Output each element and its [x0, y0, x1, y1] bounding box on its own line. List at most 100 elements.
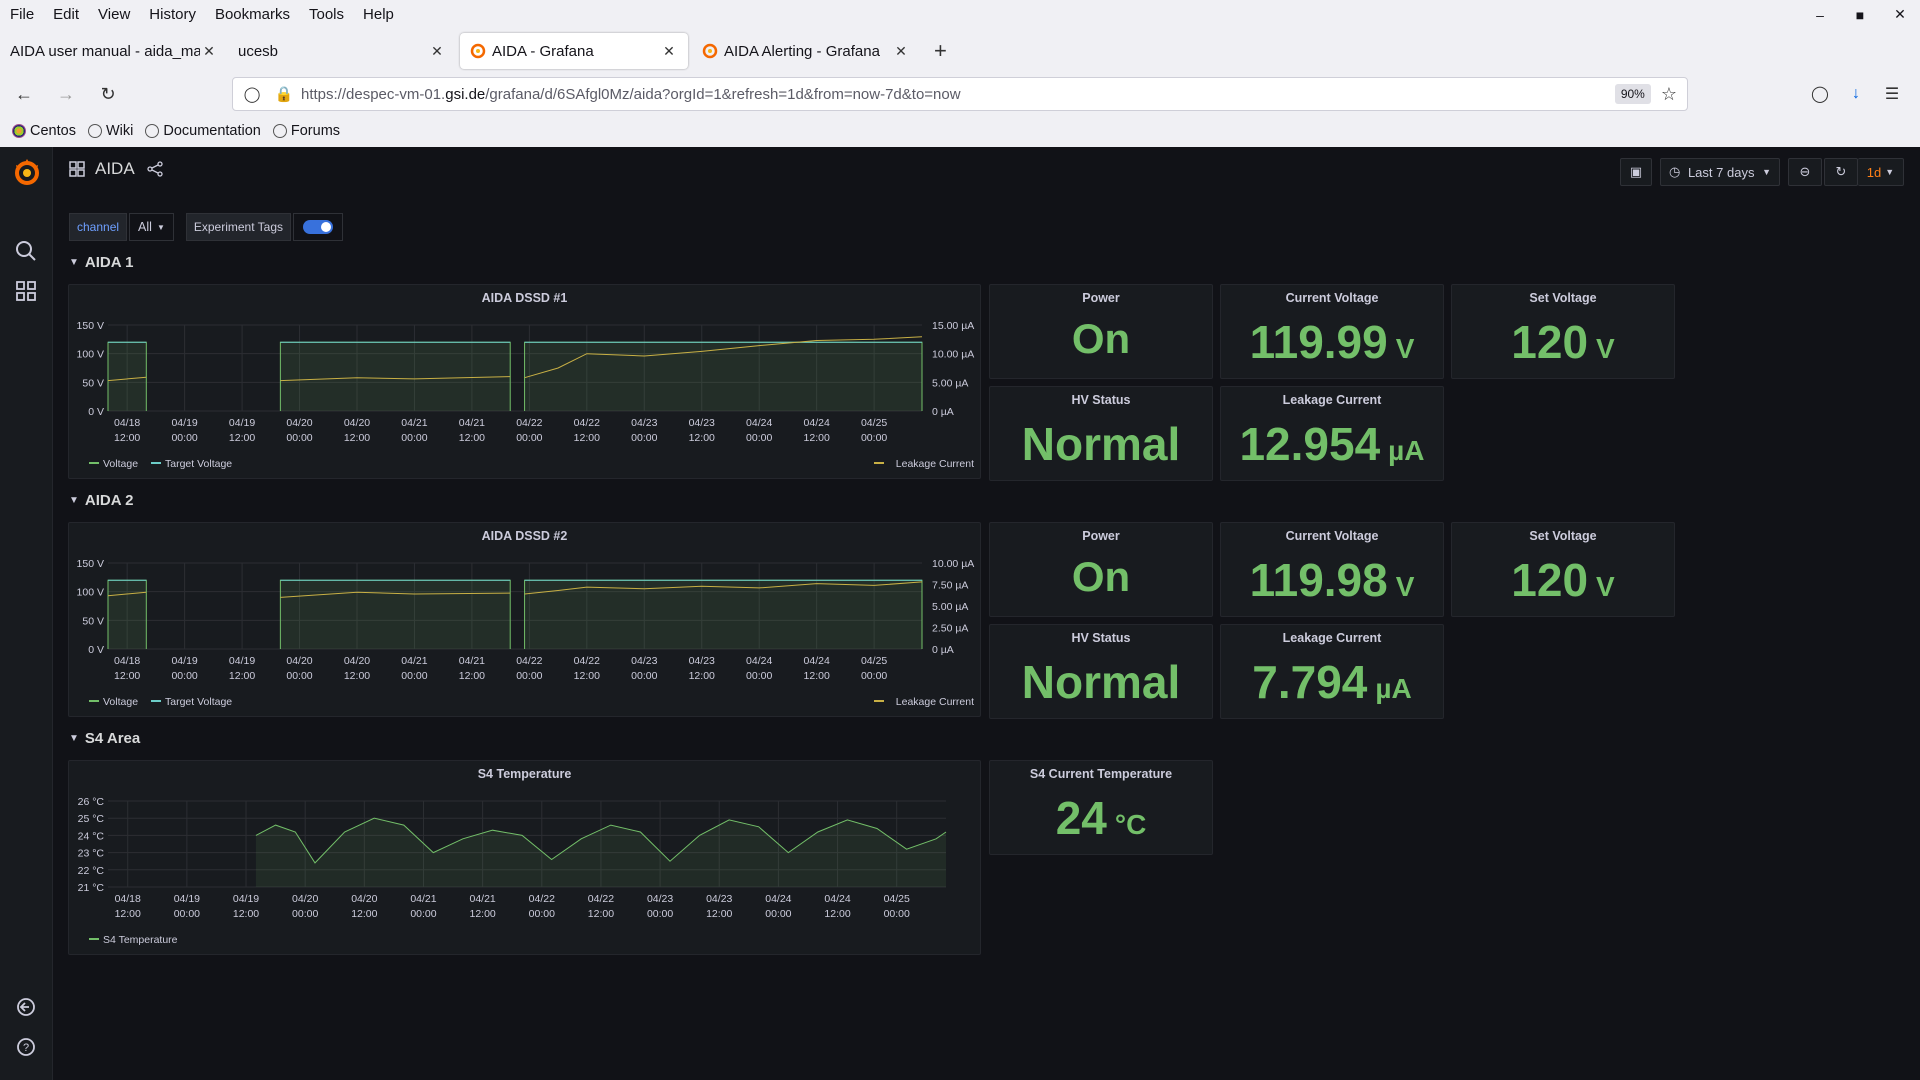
- x-tick-label: 04/23: [631, 417, 657, 429]
- y-tick-label: 150 V: [77, 320, 104, 332]
- menu-view[interactable]: View: [98, 6, 131, 23]
- menu-hamburger-icon[interactable]: ☰: [1884, 86, 1900, 103]
- bookmark-documentation[interactable]: Documentation: [145, 123, 261, 139]
- tab-aida-grafana[interactable]: AIDA - Grafana ✕: [460, 33, 688, 69]
- new-tab-icon[interactable]: +: [934, 38, 947, 63]
- shield-icon[interactable]: ◯: [243, 86, 261, 103]
- x-tick-label: 00:00: [171, 670, 197, 682]
- panel-s4-current-temperature[interactable]: S4 Current Temperature 24 °C: [989, 760, 1213, 855]
- x-tick-label: 00:00: [401, 670, 427, 682]
- panel-leakage-current-2[interactable]: Leakage Current 7.794 µA: [1220, 624, 1444, 719]
- x-tick-label: 04/24: [746, 417, 772, 429]
- close-icon[interactable]: ✕: [895, 42, 907, 59]
- menu-tools[interactable]: Tools: [308, 6, 345, 23]
- panel-title: Current Voltage: [1285, 529, 1379, 543]
- menu-history[interactable]: History: [149, 6, 196, 23]
- forward-icon[interactable]: →: [57, 83, 75, 104]
- x-tick-label: 12:00: [114, 670, 140, 682]
- search-icon[interactable]: [14, 239, 38, 263]
- zoom-out-button[interactable]: ⊖: [1788, 158, 1822, 186]
- menu-edit[interactable]: Edit: [53, 6, 80, 23]
- panel-s4-temperature[interactable]: S4 Temperature 21 °C 22 °C 23 °C 24 °C 25 °C…: [68, 760, 981, 955]
- x-tick-label: 12:00: [706, 908, 732, 920]
- x-tick-label: 04/21: [459, 655, 485, 667]
- bookmark-star-icon[interactable]: ☆: [1660, 83, 1677, 104]
- minimize-icon[interactable]: –: [1816, 6, 1824, 23]
- x-tick-label: 04/22: [588, 893, 614, 905]
- tv-mode-button[interactable]: ▣: [1620, 158, 1652, 186]
- panel-title: Power: [1082, 291, 1120, 305]
- chevron-down-icon: ▼: [69, 257, 79, 268]
- panel-aida-dssd-2[interactable]: AIDA DSSD #2 0 V 50 V 100 V 150 V 0 µA 2.50 µ…: [68, 522, 981, 717]
- panel-hv-status-1[interactable]: HV Status Normal: [989, 386, 1213, 481]
- experiment-tags-toggle[interactable]: [293, 213, 344, 241]
- s4-temperature-chart: 21 °C 22 °C 23 °C 24 °C 25 °C 26 °C 04/18 12:00…: [78, 796, 947, 946]
- panel-set-voltage-2[interactable]: Set Voltage 120 V: [1451, 522, 1675, 617]
- downloads-icon[interactable]: ↓: [1852, 85, 1860, 102]
- zoom-level[interactable]: 90%: [1614, 84, 1651, 104]
- variable-label-channel: channel: [69, 213, 128, 241]
- close-icon[interactable]: ✕: [203, 42, 215, 59]
- refresh-interval-picker[interactable]: 1d ▼: [1858, 158, 1904, 186]
- url-bar[interactable]: ◯ 🔒 https://despec-vm-01.gsi.de/grafana/…: [232, 77, 1688, 111]
- refresh-button[interactable]: ↻: [1824, 158, 1858, 186]
- grafana-logo-icon[interactable]: [12, 157, 42, 187]
- maximize-icon[interactable]: ■: [1855, 6, 1865, 23]
- x-tick-label: 00:00: [765, 908, 791, 920]
- x-tick-label: 04/22: [574, 417, 600, 429]
- back-icon[interactable]: ←: [15, 83, 33, 104]
- bookmark-centos[interactable]: Centos: [12, 123, 76, 139]
- lock-icon[interactable]: 🔒: [274, 86, 294, 103]
- panel-power-1[interactable]: Power On: [989, 284, 1213, 379]
- close-window-icon[interactable]: ✕: [1894, 6, 1906, 22]
- time-picker-button[interactable]: ◷ Last 7 days ▼: [1660, 158, 1780, 186]
- pocket-icon[interactable]: ◯: [1811, 86, 1829, 103]
- help-icon[interactable]: ?: [14, 1035, 38, 1059]
- sidebar: ?: [0, 147, 53, 1080]
- x-tick-label: 04/24: [824, 893, 850, 905]
- tab-aida-manual[interactable]: AIDA user manual - aida_man ✕: [0, 33, 228, 69]
- bookmark-wiki[interactable]: Wiki: [87, 123, 133, 139]
- row-s4-area[interactable]: ▼ S4 Area: [69, 730, 140, 747]
- menu-bookmarks[interactable]: Bookmarks: [214, 6, 290, 23]
- share-icon[interactable]: [147, 161, 163, 177]
- panel-power-2[interactable]: Power On: [989, 522, 1213, 617]
- tab-ucesb[interactable]: ucesb ✕: [228, 33, 456, 69]
- sign-in-icon[interactable]: [14, 995, 38, 1019]
- legend-item: S4 Temperature: [89, 934, 178, 946]
- panel-leakage-current-1[interactable]: Leakage Current 12.954 µA: [1220, 386, 1444, 481]
- panel-current-voltage-2[interactable]: Current Voltage 119.98 V: [1220, 522, 1444, 617]
- leakage-current-value: 12.954 µA: [1239, 418, 1425, 470]
- x-tick-label: 04/23: [689, 417, 715, 429]
- dashboard-grid-icon: [69, 161, 85, 177]
- legend-label: S4 Temperature: [103, 934, 178, 946]
- x-tick-label: 12:00: [115, 908, 141, 920]
- set-voltage-value: 120 V: [1511, 316, 1615, 368]
- aida-dssd-2-chart: 0 V 50 V 100 V 150 V 0 µA 2.50 µA 5.00 µA 7.50 …: [77, 558, 975, 708]
- panel-hv-status-2[interactable]: HV Status Normal: [989, 624, 1213, 719]
- panel-aida-dssd-1[interactable]: AIDA DSSD #1 0 V 50 V 100 V 150 V 0 µA 5.00 µ…: [68, 284, 981, 479]
- x-tick-label: 04/23: [631, 655, 657, 667]
- menu-help[interactable]: Help: [363, 6, 394, 23]
- legend-item: Target Voltage: [151, 458, 232, 470]
- reload-icon[interactable]: ↻: [100, 83, 116, 104]
- y2-tick-label: 15.00 µA: [932, 320, 974, 332]
- tab-aida-alerting[interactable]: AIDA Alerting - Grafana ✕: [692, 33, 920, 69]
- legend-item: Leakage Current: [874, 458, 974, 470]
- panel-current-voltage-1[interactable]: Current Voltage 119.99 V: [1220, 284, 1444, 379]
- close-icon[interactable]: ✕: [663, 42, 675, 59]
- x-tick-label: 04/25: [884, 893, 910, 905]
- variables-row: channel All ▼ Experiment Tags: [69, 213, 344, 241]
- dashboards-icon[interactable]: [14, 279, 38, 303]
- channel-select[interactable]: All ▼: [129, 213, 174, 241]
- y-tick-label: 22 °C: [78, 865, 105, 877]
- panel-set-voltage-1[interactable]: Set Voltage 120 V: [1451, 284, 1675, 379]
- x-tick-label: 00:00: [884, 908, 910, 920]
- close-icon[interactable]: ✕: [431, 42, 443, 59]
- bookmark-forums[interactable]: Forums: [272, 123, 340, 139]
- dashboard-title[interactable]: AIDA: [69, 159, 163, 179]
- row-aida-1[interactable]: ▼ AIDA 1: [69, 254, 134, 271]
- legend-label: Voltage: [103, 696, 138, 708]
- menu-file[interactable]: File: [10, 6, 35, 23]
- row-aida-2[interactable]: ▼ AIDA 2: [69, 492, 134, 509]
